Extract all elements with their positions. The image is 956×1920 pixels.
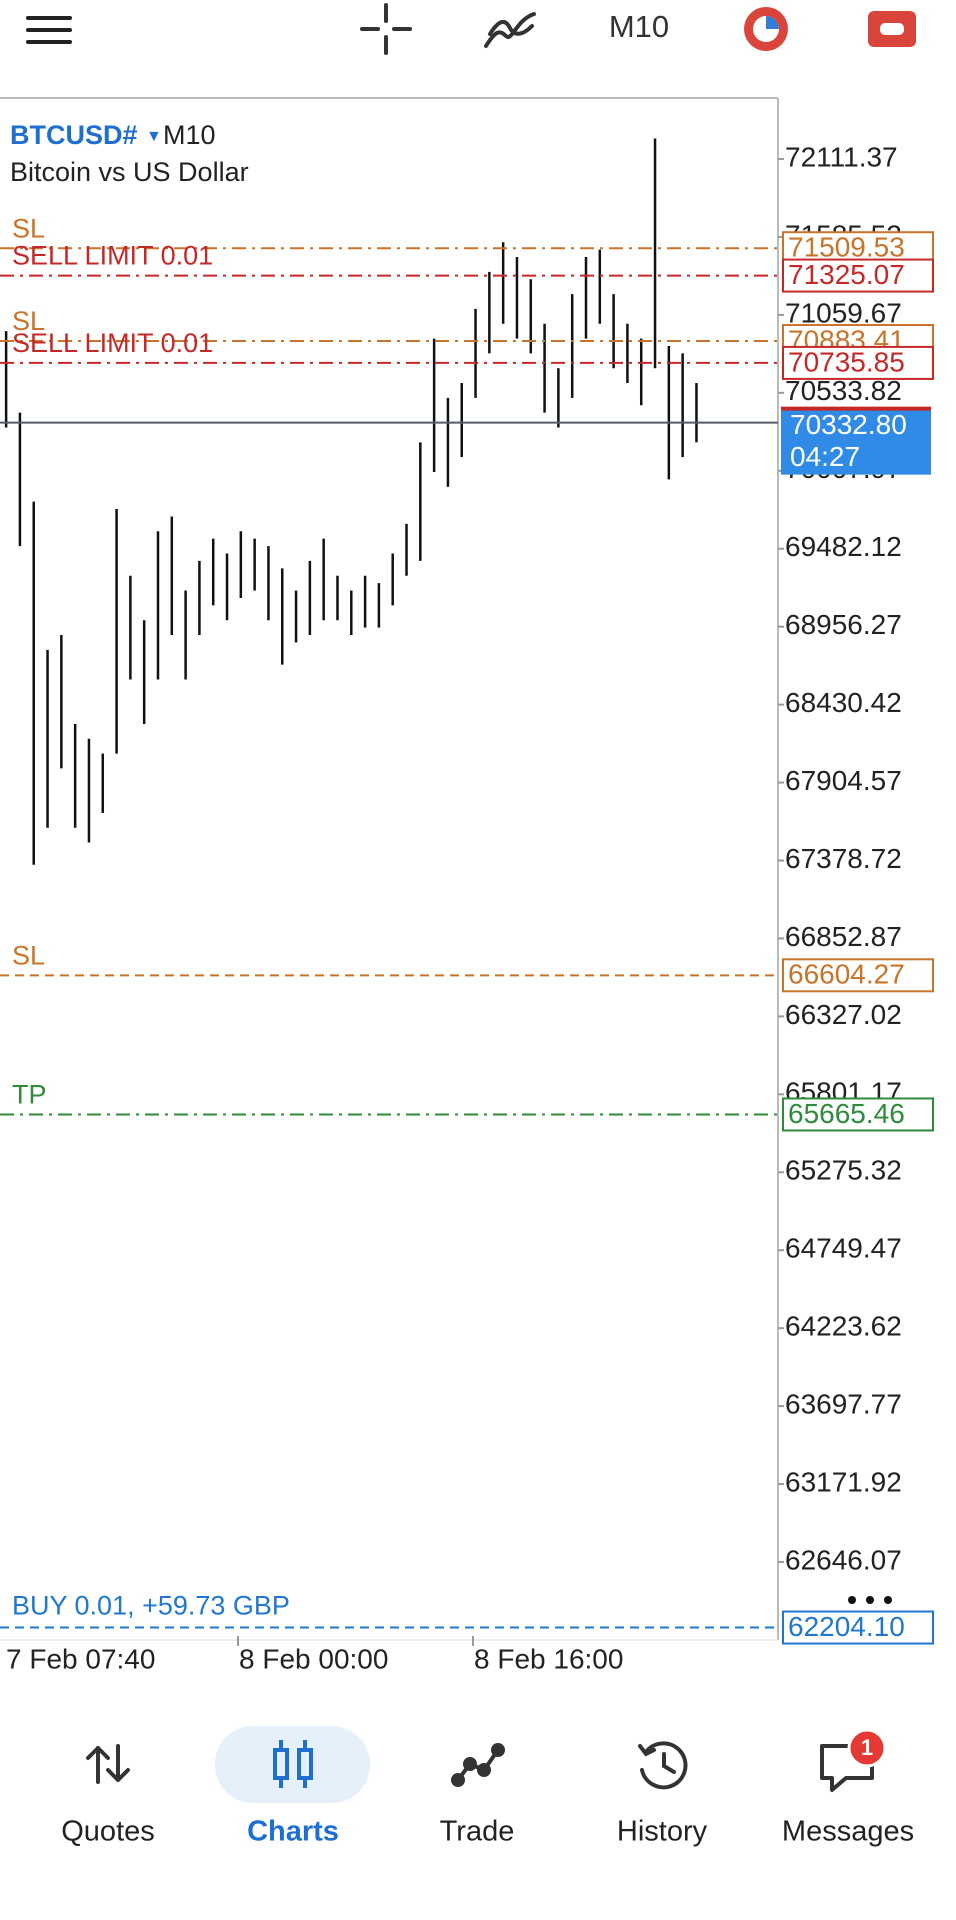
indicators-button[interactable] bbox=[484, 12, 536, 48]
level-box bbox=[782, 258, 934, 293]
y-tick-label: 64223.62 bbox=[785, 1311, 902, 1342]
y-tick-label: 63697.77 bbox=[785, 1389, 902, 1420]
nav-tab[interactable]: Messages bbox=[782, 1816, 914, 1848]
more-dots[interactable] bbox=[848, 1596, 892, 1604]
y-tick-label: 68956.27 bbox=[785, 609, 902, 640]
symbol[interactable]: BTCUSD# bbox=[10, 120, 138, 150]
level-value: 70735.85 bbox=[788, 346, 905, 377]
level-box bbox=[782, 1097, 934, 1132]
one-click-button[interactable] bbox=[744, 7, 788, 51]
active-tab-highlight bbox=[215, 1726, 370, 1803]
y-tick-label: 67904.57 bbox=[785, 765, 902, 796]
y-tick-label: 64749.47 bbox=[785, 1233, 902, 1264]
y-tick-label: 67378.72 bbox=[785, 843, 902, 874]
level-value: 66604.27 bbox=[788, 959, 905, 990]
level-value: 71509.53 bbox=[788, 232, 905, 263]
position-value: 62204.10 bbox=[788, 1611, 905, 1642]
crosshair-button[interactable] bbox=[360, 3, 412, 55]
level-box bbox=[782, 958, 934, 993]
y-tick-label: 71059.67 bbox=[785, 297, 902, 328]
chart-timeframe: M10 bbox=[163, 120, 216, 150]
y-tick-label: 63171.92 bbox=[785, 1466, 902, 1497]
trade-icon bbox=[451, 1743, 505, 1787]
level-label[interactable]: SELL LIMIT 0.01 bbox=[12, 241, 213, 271]
bid-value: 70332.80 bbox=[790, 409, 907, 440]
level-value: 71325.07 bbox=[788, 259, 905, 290]
symbol-description: Bitcoin vs US Dollar bbox=[10, 157, 249, 187]
y-tick-label: 62646.07 bbox=[785, 1544, 902, 1575]
quotes-icon bbox=[86, 1744, 130, 1784]
nav-tab[interactable]: History bbox=[617, 1816, 708, 1848]
timeframe-button[interactable]: M10 bbox=[609, 9, 669, 44]
bottom-nav: Quotes Charts Trade History Messages 1 bbox=[61, 1728, 914, 1848]
badge-dot bbox=[847, 1728, 887, 1768]
nav-tab[interactable]: Charts bbox=[247, 1816, 339, 1848]
history-icon bbox=[638, 1741, 688, 1790]
y-tick-label: 66852.87 bbox=[785, 921, 902, 952]
time-label: 8 Feb 00:00 bbox=[239, 1643, 388, 1674]
time-label: 8 Feb 16:00 bbox=[474, 1643, 623, 1674]
y-tick-label: 72111.37 bbox=[785, 141, 898, 172]
y-tick-label: 68430.42 bbox=[785, 687, 902, 718]
level-label[interactable]: SL bbox=[12, 306, 45, 336]
position-box bbox=[782, 1610, 934, 1645]
nav-tab[interactable]: Quotes bbox=[61, 1816, 155, 1848]
level-label[interactable]: SELL LIMIT 0.01 bbox=[12, 328, 213, 358]
level-label[interactable]: SL bbox=[12, 940, 45, 970]
level-label[interactable]: TP bbox=[12, 1080, 47, 1110]
bid-box bbox=[781, 408, 931, 475]
time-axis: 7 Feb 07:40 8 Feb 00:00 8 Feb 16:00 bbox=[6, 1636, 623, 1674]
position-label[interactable]: BUY 0.01, +59.73 GBP bbox=[12, 1591, 290, 1621]
y-tick-label: 65275.32 bbox=[785, 1155, 902, 1186]
y-tick-label: 69482.12 bbox=[785, 531, 902, 562]
badge-count: 1 bbox=[861, 1735, 873, 1760]
candles bbox=[4, 138, 698, 865]
nav-tab[interactable]: Trade bbox=[440, 1816, 515, 1848]
y-tick-label: 66327.02 bbox=[785, 999, 902, 1030]
level-box bbox=[782, 345, 934, 380]
level-value: 65665.46 bbox=[788, 1098, 905, 1129]
charts-icon bbox=[273, 1740, 313, 1788]
time-label: 7 Feb 07:40 bbox=[6, 1643, 155, 1674]
level-label[interactable]: SL bbox=[12, 213, 45, 243]
bid-timer: 04:27 bbox=[790, 441, 860, 472]
y-tick-label: 70533.82 bbox=[785, 375, 902, 406]
symbol-dropdown[interactable]: ▼ bbox=[146, 128, 162, 145]
menu-button[interactable] bbox=[26, 16, 72, 44]
trade-button[interactable] bbox=[868, 11, 916, 47]
